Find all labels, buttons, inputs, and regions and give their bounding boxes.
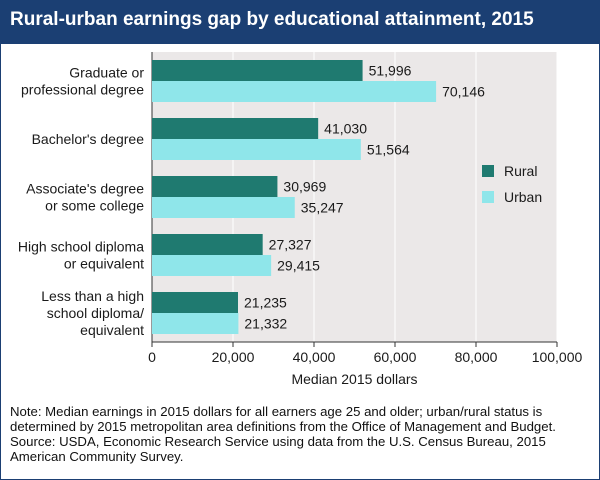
data-label: 51,564 — [367, 142, 410, 158]
legend-swatch-urban — [482, 191, 494, 203]
x-tick-label: 80,000 — [455, 349, 498, 365]
title-bar: Rural-urban earnings gap by educational … — [0, 0, 600, 44]
bar-rural — [152, 292, 239, 313]
x-tick-label: 0 — [148, 349, 156, 365]
bar-urban — [152, 81, 437, 102]
category-label: or equivalent — [64, 256, 144, 272]
bar-urban — [152, 255, 272, 276]
category-label: school diploma/ — [47, 305, 144, 321]
bar-urban — [152, 197, 295, 218]
bar-rural — [152, 118, 319, 139]
x-tick-label: 60,000 — [374, 349, 417, 365]
data-label: 41,030 — [324, 121, 367, 137]
x-tick-label: 20,000 — [212, 349, 255, 365]
category-label: or some college — [45, 198, 144, 214]
data-label: 21,332 — [244, 316, 287, 332]
data-label: 29,415 — [277, 258, 320, 274]
data-label: 30,969 — [283, 179, 326, 195]
data-label: 21,235 — [244, 295, 287, 311]
data-label: 27,327 — [269, 237, 312, 253]
bar-rural — [152, 234, 263, 255]
bar-urban — [152, 139, 361, 160]
x-tick-label: 100,000 — [532, 349, 583, 365]
bar-chart: 0 20,000 40,000 60,000 80,000 100,000 Median 2… — [18, 52, 583, 387]
category-label: Associate's degree — [26, 181, 144, 197]
legend-label-rural: Rural — [504, 163, 537, 179]
source-text: Source: USDA, Economic Research Service … — [10, 434, 546, 464]
data-label: 51,996 — [369, 63, 412, 79]
data-label: 70,146 — [442, 84, 485, 100]
x-axis-title: Median 2015 dollars — [291, 371, 417, 387]
category-label: Graduate or — [69, 65, 144, 81]
legend-swatch-rural — [482, 165, 494, 177]
legend-label-urban: Urban — [504, 189, 542, 205]
bar-rural — [152, 60, 363, 81]
notes-block: Note: Median earnings in 2015 dollars fo… — [10, 404, 594, 464]
note-text: Note: Median earnings in 2015 dollars fo… — [10, 404, 556, 434]
x-tick-label: 40,000 — [293, 349, 336, 365]
category-label: professional degree — [21, 82, 144, 98]
data-label: 35,247 — [301, 200, 344, 216]
category-label: Bachelor's degree — [32, 131, 145, 147]
category-label: equivalent — [80, 322, 144, 338]
bar-rural — [152, 176, 278, 197]
bar-urban — [152, 313, 239, 334]
chart-title: Rural-urban earnings gap by educational … — [10, 9, 534, 30]
category-label: High school diploma — [18, 239, 144, 255]
category-label: Less than a high — [41, 288, 144, 304]
